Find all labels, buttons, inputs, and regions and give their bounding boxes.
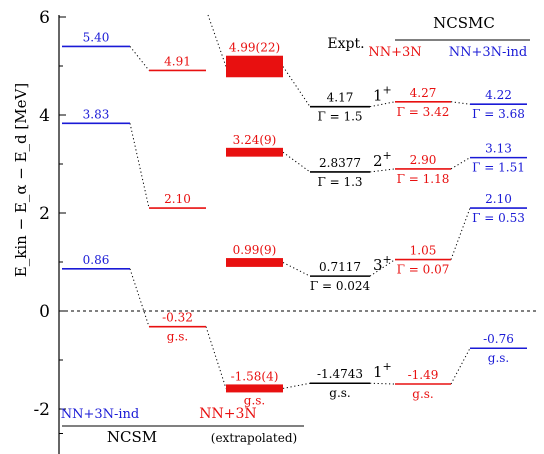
parity-superscript: +	[383, 360, 392, 373]
connector-line	[369, 101, 396, 108]
level-value-label: 3.83	[83, 107, 110, 121]
spin-parity-label: 2+	[373, 149, 392, 170]
level-value-label: 4.17	[327, 91, 354, 105]
connector-line	[129, 268, 150, 327]
error-band	[226, 147, 283, 157]
level-value-label: 4.22	[485, 88, 512, 102]
level-value-label: 5.40	[83, 30, 110, 44]
y-axis: -2 0 2 4 6 E_kin − E_α − E_d [MeV]	[12, 8, 66, 434]
level-value-label: 4.91	[164, 54, 191, 68]
ground-state-label: g.s.	[329, 386, 350, 400]
connector-line	[369, 382, 396, 385]
level-value-label: -1.4743	[317, 367, 363, 381]
extrapolated-header: (extrapolated)	[211, 431, 297, 445]
ncsmc-header: NCSMC	[433, 14, 495, 32]
error-band	[226, 55, 283, 78]
parity-superscript: +	[383, 84, 392, 97]
ground-state-label: g.s.	[488, 351, 509, 365]
width-label: Γ = 1.5	[317, 110, 362, 124]
level-value-label: -1.58(4)	[231, 369, 279, 383]
spin-parity-label: 1+	[373, 84, 392, 105]
width-label: Γ = 1.3	[317, 175, 362, 189]
level-value-label: -1.49	[408, 368, 439, 382]
ncsm-header: NCSM	[107, 428, 157, 446]
y-tick-label: 2	[39, 204, 50, 224]
connector-line	[205, 326, 227, 389]
level-value-label: 0.7117	[319, 260, 361, 274]
spin-parity-label: 1+	[373, 360, 392, 381]
ground-state-label: g.s.	[167, 330, 188, 344]
width-label: Γ = 1.18	[397, 172, 450, 186]
width-label: Γ = 0.024	[310, 279, 371, 293]
ncsm-nn3nind-header: NN+3N-ind	[61, 407, 140, 422]
connector-line	[129, 123, 150, 209]
width-label: Γ = 0.53	[472, 211, 525, 225]
ground-state-label: g.s.	[244, 393, 265, 407]
expt-header: Expt.	[327, 36, 364, 52]
level-value-label: 4.99(22)	[229, 41, 280, 55]
column-headers: Expt. NCSMC NN+3N NN+3N-ind NN+3N-ind NN…	[61, 14, 530, 446]
connector-line	[207, 14, 227, 67]
level-value-label: 1.05	[410, 244, 437, 258]
parity-superscript: +	[383, 149, 392, 162]
connector-line	[129, 46, 150, 71]
ncsmc-nn3n-header: NN+3N	[368, 45, 421, 60]
y-tick-label: 0	[39, 302, 50, 322]
connector-line	[282, 151, 311, 173]
level-value-label: 2.90	[410, 153, 437, 167]
y-tick-label: -2	[33, 400, 50, 420]
ncsm-nn3n-header: NN+3N	[199, 406, 256, 422]
spin-parity-label: 3+	[373, 253, 392, 274]
connector-line	[450, 157, 471, 170]
level-value-label: 4.27	[410, 86, 437, 100]
level-value-label: 2.8377	[319, 156, 361, 170]
connector-line	[450, 207, 471, 260]
error-band	[226, 258, 283, 267]
connector-lines	[129, 14, 471, 389]
energy-levels: 5.40 3.83 0.86 4.91 2.10 -0.32 g.s. 4.99(22) 3.2…	[62, 30, 527, 407]
connector-line	[369, 259, 396, 277]
parity-superscript: +	[383, 253, 392, 266]
level-value-label: 3.13	[485, 142, 512, 156]
level-value-label: 0.86	[83, 253, 110, 267]
y-tick-label: 4	[39, 106, 50, 126]
plot-frame	[58, 15, 537, 454]
error-band	[226, 384, 283, 393]
connector-line	[450, 101, 471, 105]
ncsmc-nn3nind-header: NN+3N-ind	[449, 45, 528, 60]
connector-line	[450, 348, 471, 385]
level-value-label: -0.32	[162, 311, 193, 325]
y-axis-label: E_kin − E_α − E_d [MeV]	[12, 83, 30, 277]
ground-state-label: g.s.	[412, 387, 433, 401]
width-label: Γ = 1.51	[472, 161, 525, 175]
connector-line	[282, 382, 311, 389]
width-label: Γ = 3.42	[397, 105, 450, 119]
level-value-label: 2.10	[485, 192, 512, 206]
width-label: Γ = 0.07	[397, 263, 450, 277]
connector-line	[282, 66, 311, 107]
connector-line	[282, 262, 311, 277]
width-label: Γ = 3.68	[472, 107, 525, 121]
level-value-label: -0.76	[483, 332, 514, 346]
level-value-label: 3.24(9)	[233, 133, 277, 147]
level-value-label: 2.10	[164, 192, 191, 206]
connector-line	[369, 168, 396, 173]
level-value-label: 0.99(9)	[233, 243, 277, 257]
y-tick-label: 6	[39, 8, 50, 28]
